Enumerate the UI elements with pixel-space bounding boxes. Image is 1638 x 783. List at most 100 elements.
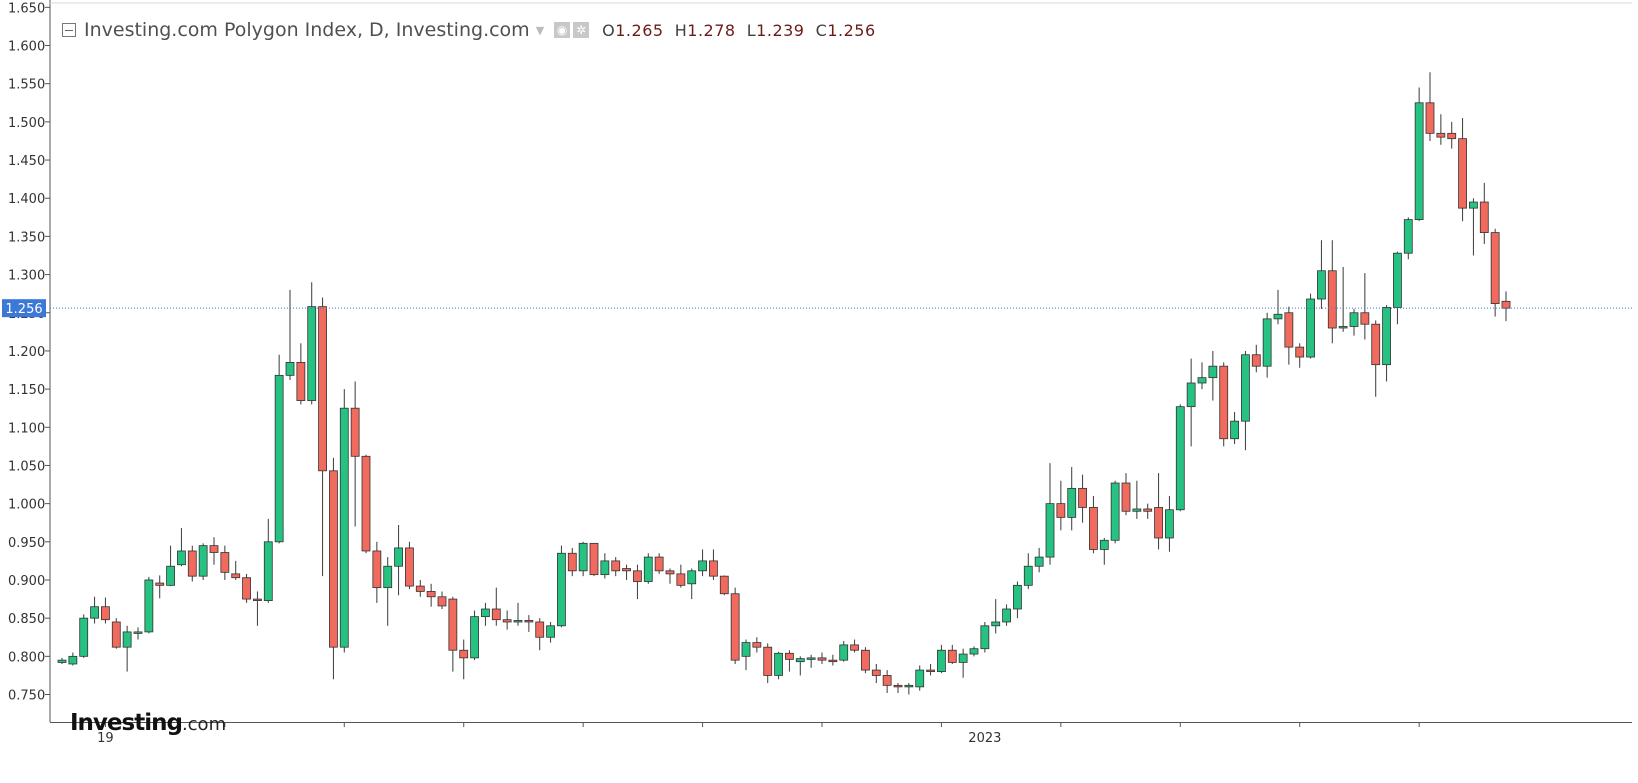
candle-body	[231, 573, 241, 579]
candle	[1414, 87, 1424, 222]
candle-body	[491, 608, 501, 621]
candle-body	[372, 550, 382, 589]
candle	[1208, 350, 1218, 401]
candle	[882, 670, 892, 693]
y-tick-label: 1.100	[8, 421, 45, 436]
last-price-label: 1.256	[5, 302, 42, 317]
candle	[763, 643, 773, 684]
settings-icon[interactable]: ✲	[573, 22, 590, 38]
candle	[654, 553, 664, 574]
candle-body	[741, 642, 751, 657]
candle	[915, 665, 925, 691]
candle-body	[1067, 487, 1077, 518]
logo-brand: Investing	[70, 710, 183, 736]
candle	[719, 575, 729, 596]
candle-body	[1425, 102, 1435, 134]
candle-body	[242, 577, 251, 600]
candle	[350, 381, 360, 527]
candle-body	[1479, 201, 1489, 233]
candle-body	[567, 552, 577, 572]
candle	[437, 591, 447, 609]
close-value: 1.256	[827, 20, 876, 40]
candle-body	[122, 631, 132, 648]
candle-body	[187, 550, 197, 577]
candle	[1425, 72, 1435, 141]
candle	[1056, 480, 1066, 531]
eye-icon[interactable]: ◉	[554, 22, 571, 38]
candle-body	[915, 669, 925, 688]
candle-body	[871, 669, 881, 676]
candle	[806, 654, 816, 668]
candle	[861, 647, 870, 674]
candle	[133, 627, 143, 640]
candle	[101, 597, 110, 624]
candle	[1165, 495, 1174, 552]
candle-body	[155, 582, 165, 586]
candle-body	[394, 547, 403, 567]
candle	[937, 644, 946, 674]
candle-body	[1002, 608, 1011, 623]
ohlc-values: O1.265 H1.278 L1.239 C1.256	[602, 21, 875, 40]
candle	[578, 541, 588, 577]
candle	[774, 651, 783, 680]
y-tick-label: 1.500	[8, 116, 45, 131]
candle-body	[926, 669, 935, 673]
candle-body	[730, 593, 740, 661]
candle	[394, 525, 403, 596]
candle	[187, 545, 197, 582]
candle-body	[209, 545, 219, 553]
candle-body	[1349, 312, 1359, 327]
candle	[405, 541, 414, 590]
candle	[947, 644, 957, 664]
candle	[318, 297, 327, 577]
candle	[242, 573, 251, 603]
y-tick-label: 1.200	[8, 345, 45, 360]
candle-body	[665, 570, 675, 575]
close-key: C	[815, 20, 828, 40]
candle	[871, 663, 881, 684]
candle	[839, 641, 849, 662]
candle-body	[448, 598, 458, 651]
candle-body	[839, 644, 849, 661]
candle-body	[709, 560, 718, 577]
candle	[491, 587, 501, 626]
candle-body	[763, 646, 773, 676]
candle-body	[1241, 354, 1250, 422]
candle	[481, 602, 490, 626]
candle-body	[90, 606, 99, 619]
candle	[448, 596, 458, 672]
candle	[1067, 466, 1077, 531]
candle-body	[111, 621, 121, 648]
candle-body	[643, 556, 653, 582]
candle	[220, 545, 230, 580]
high-key: H	[674, 20, 688, 40]
candle-body	[752, 642, 762, 648]
candle	[274, 354, 284, 544]
candle-body	[68, 655, 78, 665]
y-tick-label: 1.150	[8, 383, 45, 398]
candle	[1089, 495, 1098, 554]
candle	[177, 528, 186, 567]
candle-body	[263, 541, 273, 602]
candle	[1002, 604, 1011, 626]
candle-body	[633, 570, 642, 582]
candle	[1197, 362, 1207, 390]
candle	[795, 656, 805, 676]
candle-body	[1143, 508, 1153, 512]
candle-body	[654, 556, 664, 572]
candle	[926, 663, 935, 676]
collapse-icon[interactable]	[62, 23, 76, 37]
candle-body	[557, 552, 566, 627]
candle	[958, 648, 968, 678]
x-tick-label: 2023	[968, 731, 1001, 746]
candle	[426, 583, 436, 607]
candle-body	[774, 652, 783, 676]
last-price-tag	[2, 299, 46, 318]
candle-body	[611, 560, 621, 572]
caret-down-icon[interactable]: ▼	[535, 23, 545, 37]
candle-body	[687, 570, 697, 585]
candle	[893, 683, 903, 693]
y-tick-label: 1.550	[8, 78, 45, 93]
